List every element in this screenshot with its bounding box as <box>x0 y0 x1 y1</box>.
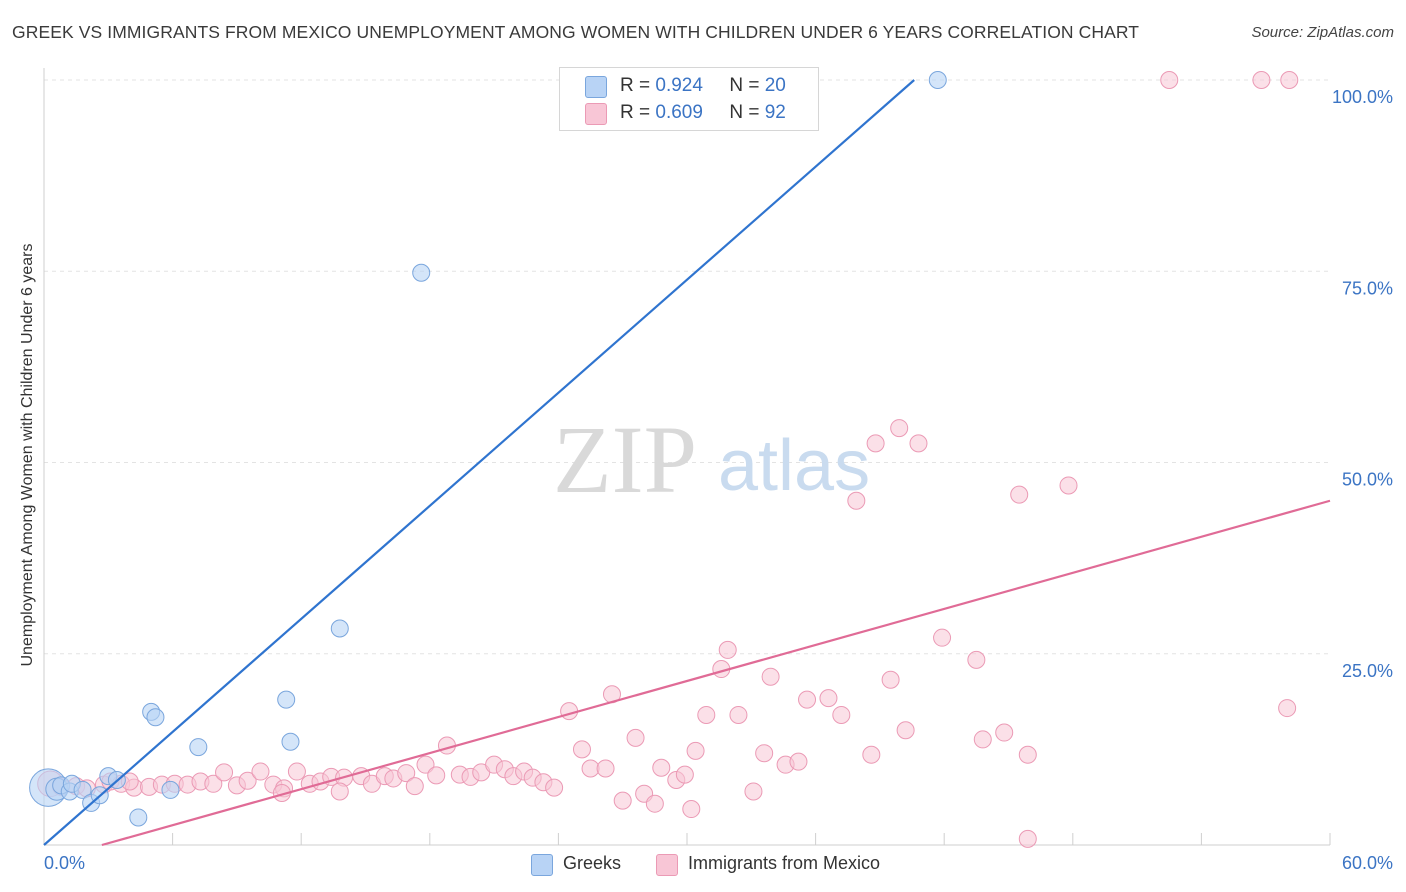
data-point-mexico <box>1252 71 1271 89</box>
data-point-mexico <box>545 778 564 797</box>
data-point-mexico <box>718 640 737 659</box>
data-point-mexico <box>686 741 705 760</box>
axes <box>43 68 1331 846</box>
data-point-mexico <box>1160 71 1179 89</box>
data-point-mexico <box>967 650 986 669</box>
greeks-swatch <box>531 854 553 876</box>
data-point-mexico <box>405 777 424 796</box>
legend-label-mexico: Immigrants from Mexico <box>688 853 881 873</box>
x-tick-label: 0.0% <box>44 853 85 873</box>
data-point-mexico <box>330 782 349 801</box>
data-point-mexico <box>995 723 1014 742</box>
tick-labels: 25.0% 50.0% 75.0% 100.0% 0.0% 60.0% <box>44 87 1393 873</box>
data-point-mexico <box>238 771 257 790</box>
data-point-mexico <box>697 705 716 724</box>
data-point-mexico <box>847 491 866 510</box>
data-point-greeks <box>73 780 92 799</box>
data-point-mexico <box>416 755 435 774</box>
data-point-mexico <box>596 759 615 778</box>
data-point-mexico <box>881 670 900 689</box>
data-point-mexico <box>645 794 664 813</box>
watermark: ZIP atlas <box>553 406 870 513</box>
n-label: N = <box>729 102 760 123</box>
data-point-mexico <box>215 763 234 782</box>
data-point-mexico <box>427 766 446 785</box>
data-point-mexico <box>613 791 632 810</box>
data-point-greeks <box>330 619 349 638</box>
data-point-mexico <box>761 667 780 686</box>
data-point-mexico <box>1018 745 1037 764</box>
watermark-atlas: atlas <box>718 426 870 506</box>
data-point-mexico <box>1010 485 1029 504</box>
data-point-mexico <box>832 705 851 724</box>
data-point-mexico <box>866 434 885 453</box>
r-label: R = <box>620 75 651 96</box>
r-label: R = <box>620 102 651 123</box>
y-tick-label: 25.0% <box>1342 661 1393 681</box>
data-point-mexico <box>896 721 915 740</box>
data-point-mexico <box>675 765 694 784</box>
data-point-mexico <box>862 745 881 764</box>
mexico-swatch <box>585 103 607 125</box>
data-point-mexico <box>729 705 748 724</box>
data-point-mexico <box>973 730 992 749</box>
data-point-greeks <box>928 71 947 89</box>
y-tick-label: 75.0% <box>1342 278 1393 298</box>
data-point-mexico <box>744 782 763 801</box>
data-point-mexico <box>581 759 600 778</box>
trend-line-greeks <box>43 79 915 846</box>
data-point-mexico <box>652 758 671 777</box>
data-point-greeks <box>189 738 208 757</box>
data-point-mexico <box>682 800 701 819</box>
y-tick-label: 50.0% <box>1342 470 1393 490</box>
data-point-mexico <box>287 762 306 781</box>
data-point-mexico <box>626 728 645 747</box>
trend-lines <box>43 79 1331 847</box>
r-value: 0.924 <box>655 75 703 96</box>
data-point-mexico <box>251 762 270 781</box>
data-point-greeks <box>146 708 165 727</box>
legend-stats: R = 0.924 N = 20 R = 0.609 N = 92 <box>559 67 819 131</box>
data-point-mexico <box>1280 71 1299 89</box>
data-point-mexico <box>572 740 591 759</box>
r-value: 0.609 <box>655 102 703 123</box>
data-point-mexico <box>789 752 808 771</box>
data-point-greeks <box>277 690 296 709</box>
data-point-greeks <box>412 263 431 282</box>
data-point-mexico <box>819 689 838 708</box>
trend-line-mexico <box>101 499 1331 847</box>
data-point-mexico <box>909 434 928 453</box>
data-point-mexico <box>204 774 223 793</box>
data-point-mexico <box>755 744 774 763</box>
series-greeks-points <box>29 71 947 827</box>
data-point-greeks <box>281 732 300 751</box>
data-point-mexico <box>1278 699 1297 718</box>
n-value: 20 <box>764 75 786 96</box>
grid-lines <box>44 79 1330 655</box>
data-point-mexico <box>560 702 579 721</box>
legend-label-greeks: Greeks <box>563 853 622 873</box>
n-value: 92 <box>764 102 786 123</box>
legend-series: Greeks Immigrants from Mexico <box>0 852 1406 878</box>
greeks-swatch <box>585 76 607 98</box>
data-point-mexico <box>1059 476 1078 495</box>
data-point-mexico <box>933 628 952 647</box>
data-point-mexico <box>798 690 817 709</box>
y-tick-label: 100.0% <box>1332 87 1393 107</box>
x-tick-label: 60.0% <box>1342 853 1393 873</box>
mexico-swatch <box>656 854 678 876</box>
chart-title: GREEK VS IMMIGRANTS FROM MEXICO UNEMPLOY… <box>12 22 1140 42</box>
data-point-mexico <box>1018 829 1037 848</box>
data-point-greeks <box>161 780 180 799</box>
n-label: N = <box>729 75 760 96</box>
data-point-mexico <box>397 764 416 783</box>
data-point-greeks <box>129 808 148 827</box>
watermark-zip: ZIP <box>553 406 697 513</box>
source-label: Source: ZipAtlas.com <box>1251 24 1394 41</box>
data-point-mexico <box>890 419 909 438</box>
series-mexico-points <box>37 71 1299 848</box>
